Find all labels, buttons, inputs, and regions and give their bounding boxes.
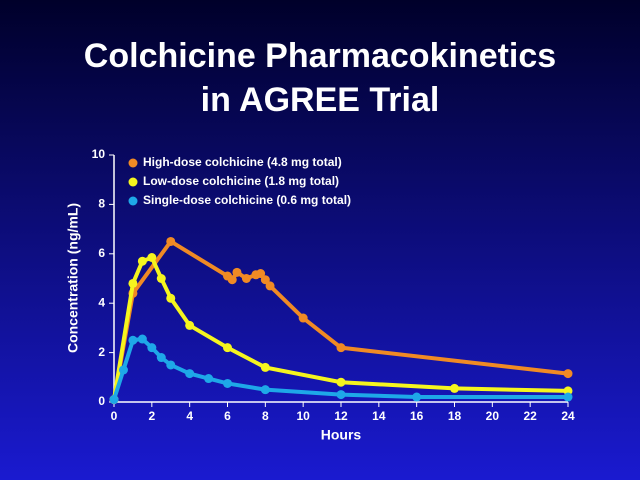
data-point bbox=[147, 253, 157, 263]
data-point bbox=[298, 313, 308, 323]
x-tick-label: 12 bbox=[334, 409, 348, 423]
x-tick-label: 8 bbox=[262, 409, 269, 423]
data-point bbox=[227, 275, 237, 285]
legend-marker bbox=[128, 158, 138, 168]
data-point bbox=[185, 369, 195, 379]
data-point bbox=[336, 390, 346, 400]
x-axis-label: Hours bbox=[321, 427, 362, 443]
series-line bbox=[112, 238, 569, 400]
legend-marker bbox=[128, 177, 138, 187]
x-tick-label: 10 bbox=[296, 409, 310, 423]
x-tick-label: 24 bbox=[561, 409, 575, 423]
data-point bbox=[563, 369, 573, 379]
data-point bbox=[265, 281, 275, 291]
data-point bbox=[260, 362, 270, 372]
data-point bbox=[128, 335, 138, 345]
y-tick-label: 2 bbox=[98, 345, 105, 359]
data-point bbox=[260, 385, 270, 395]
data-point bbox=[241, 274, 251, 283]
data-point bbox=[563, 386, 573, 396]
data-point bbox=[412, 392, 422, 402]
data-point bbox=[450, 383, 459, 393]
x-tick-label: 14 bbox=[372, 409, 386, 423]
data-point bbox=[166, 293, 176, 303]
legend-marker bbox=[128, 196, 138, 206]
legend-label: High-dose colchicine (4.8 mg total) bbox=[143, 155, 342, 169]
legend-label: Low-dose colchicine (1.8 mg total) bbox=[143, 174, 339, 188]
x-tick-label: 22 bbox=[523, 409, 537, 423]
x-tick-label: 2 bbox=[148, 409, 155, 423]
data-point bbox=[336, 343, 346, 353]
data-point bbox=[204, 374, 214, 384]
data-point bbox=[166, 236, 176, 246]
data-point bbox=[128, 278, 138, 288]
data-point bbox=[232, 267, 242, 277]
data-point bbox=[336, 377, 346, 387]
data-point bbox=[137, 334, 147, 344]
data-point bbox=[166, 360, 176, 370]
data-point bbox=[156, 353, 166, 363]
x-tick-label: 20 bbox=[486, 409, 500, 423]
x-tick-label: 6 bbox=[224, 409, 231, 423]
chart-subtitle: in AGREE Trial bbox=[201, 81, 440, 119]
data-point bbox=[223, 343, 232, 353]
data-point bbox=[137, 256, 147, 266]
data-point bbox=[223, 378, 232, 388]
data-point bbox=[563, 392, 573, 402]
y-tick-label: 4 bbox=[98, 295, 105, 309]
data-point bbox=[256, 269, 266, 279]
y-tick-label: 8 bbox=[98, 197, 105, 211]
data-point bbox=[260, 275, 270, 285]
x-tick-label: 18 bbox=[448, 409, 462, 423]
y-axis-label: Concentration (ng/mL) bbox=[65, 203, 81, 353]
y-tick-label: 6 bbox=[98, 246, 105, 260]
data-point bbox=[156, 274, 166, 283]
y-tick-label: 10 bbox=[92, 147, 106, 161]
data-point bbox=[185, 320, 195, 330]
data-point bbox=[147, 343, 157, 353]
x-tick-label: 0 bbox=[111, 409, 118, 423]
data-point bbox=[118, 365, 128, 375]
legend-label: Single-dose colchicine (0.6 mg total) bbox=[143, 193, 351, 207]
x-tick-label: 4 bbox=[186, 409, 193, 423]
data-point bbox=[109, 395, 119, 405]
x-tick-label: 16 bbox=[410, 409, 424, 423]
y-tick-label: 0 bbox=[98, 394, 105, 408]
chart-title: Colchicine Pharmacokinetics bbox=[84, 37, 556, 75]
